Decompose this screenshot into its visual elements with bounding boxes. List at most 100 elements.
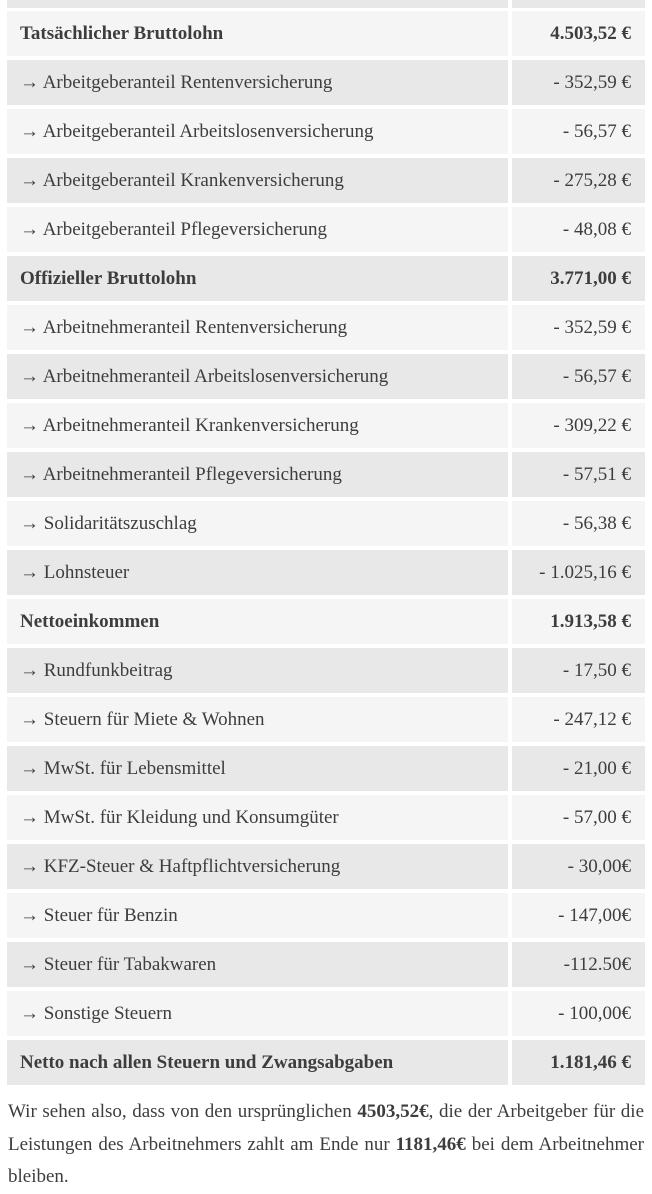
row-label-cell: → Steuer für Tabakwaren	[7, 942, 508, 987]
row-value: - 30,00€	[567, 855, 631, 877]
summary-text: bei dem Arbeitnehmer bleiben.	[8, 1133, 644, 1188]
row-value-cell: 1.181,46 €	[512, 1040, 645, 1085]
row-value-cell: - 100,00€	[512, 991, 645, 1036]
row-label: → Rundfunkbeitrag	[20, 659, 173, 681]
table-row: → Steuern für Miete & Wohnen - 247,12 €	[7, 697, 645, 742]
row-label-cell: → MwSt. für Lebensmittel	[7, 746, 508, 791]
table-row: → Arbeitgeberanteil Krankenversicherung …	[7, 158, 645, 203]
row-value-cell: -112.50€	[512, 942, 645, 987]
row-value: 3.771,00 €	[550, 267, 631, 289]
row-value: - 17,50 €	[562, 659, 631, 681]
row-label: → Solidaritätszuschlag	[20, 512, 197, 534]
row-value: 1.913,58 €	[550, 610, 631, 632]
row-value-cell: - 21,00 €	[512, 746, 645, 791]
row-label-cell: Tatsächlicher Bruttolohn	[7, 11, 508, 56]
row-value-cell: - 48,08 €	[512, 207, 645, 252]
row-value: - 48,08 €	[562, 218, 631, 240]
row-value: - 57,51 €	[562, 463, 631, 485]
row-label-cell: → Arbeitnehmeranteil Arbeitslosenversich…	[7, 354, 508, 399]
row-value-cell: - 17,50 €	[512, 648, 645, 693]
row-value: - 100,00€	[558, 1002, 631, 1024]
row-label: → Arbeitnehmeranteil Arbeitslosenversich…	[20, 365, 389, 387]
row-value-cell: - 352,59 €	[512, 305, 645, 350]
row-value: - 247,12 €	[553, 708, 631, 730]
row-label: → Steuern für Miete & Wohnen	[20, 708, 265, 730]
partial-row-value-cell	[512, 0, 645, 8]
row-value: - 57,00 €	[562, 806, 631, 828]
row-value: 1.181,46 €	[550, 1051, 631, 1073]
row-value: - 56,38 €	[562, 512, 631, 534]
row-label-cell: → Arbeitnehmeranteil Krankenversicherung	[7, 403, 508, 448]
amount-highlight: 1181,46€	[395, 1133, 466, 1155]
partial-row-label-cell	[7, 0, 508, 8]
row-label-cell: Nettoeinkommen	[7, 599, 508, 644]
row-label: → Sonstige Steuern	[20, 1002, 172, 1024]
row-value: - 147,00€	[558, 904, 631, 926]
row-label-cell: → Sonstige Steuern	[7, 991, 508, 1036]
table-row: → Arbeitgeberanteil Arbeitslosenversiche…	[7, 109, 645, 154]
summary-text: Wir sehen also, dass von den ursprünglic…	[8, 1101, 358, 1122]
row-label: → Arbeitgeberanteil Arbeitslosenversiche…	[20, 120, 374, 142]
table-row: → Sonstige Steuern - 100,00€	[7, 991, 645, 1036]
table-row: Nettoeinkommen 1.913,58 €	[7, 599, 645, 644]
row-label-cell: → Arbeitgeberanteil Arbeitslosenversiche…	[7, 109, 508, 154]
table-row: → Arbeitnehmeranteil Pflegeversicherung …	[7, 452, 645, 497]
table-row: → Rundfunkbeitrag - 17,50 €	[7, 648, 645, 693]
row-label-cell: → MwSt. für Kleidung und Konsumgüter	[7, 795, 508, 840]
table-row: → KFZ-Steuer & Haftpflichtversicherung -…	[7, 844, 645, 889]
row-label: → Arbeitnehmeranteil Pflegeversicherung	[20, 463, 342, 485]
row-label-cell: → Arbeitgeberanteil Pflegeversicherung	[7, 207, 508, 252]
row-label-cell: → Arbeitnehmeranteil Pflegeversicherung	[7, 452, 508, 497]
row-label: → KFZ-Steuer & Haftpflichtversicherung	[20, 855, 341, 877]
row-value-cell: - 1.025,16 €	[512, 550, 645, 595]
row-value-cell: - 56,38 €	[512, 501, 645, 546]
row-label-cell: Offizieller Bruttolohn	[7, 256, 508, 301]
summary-text: , die der Arbeitgeber für die Leistungen…	[8, 1101, 644, 1155]
table-row: → MwSt. für Kleidung und Konsumgüter - 5…	[7, 795, 645, 840]
row-label: → Steuer für Benzin	[20, 904, 178, 926]
row-value: - 352,59 €	[553, 316, 631, 338]
row-value-cell: - 30,00€	[512, 844, 645, 889]
table-row: Netto nach allen Steuern und Zwangsabgab…	[7, 1040, 645, 1085]
table-row: Offizieller Bruttolohn 3.771,00 €	[7, 256, 645, 301]
row-value: - 352,59 €	[553, 71, 631, 93]
row-label: Nettoeinkommen	[20, 610, 160, 632]
row-label-cell: → Rundfunkbeitrag	[7, 648, 508, 693]
row-label-cell: Netto nach allen Steuern und Zwangsabgab…	[7, 1040, 508, 1085]
table-row: → Arbeitnehmeranteil Krankenversicherung…	[7, 403, 645, 448]
partial-row-top	[7, 0, 645, 8]
row-value-cell: - 352,59 €	[512, 60, 645, 105]
row-value: - 21,00 €	[562, 757, 631, 779]
row-label: → Arbeitnehmeranteil Rentenversicherung	[20, 316, 348, 338]
row-label: Offizieller Bruttolohn	[20, 267, 197, 289]
row-label: → Lohnsteuer	[20, 561, 130, 583]
row-label-cell: → Lohnsteuer	[7, 550, 508, 595]
row-value: - 56,57 €	[562, 365, 631, 387]
row-label-cell: → Steuer für Benzin	[7, 893, 508, 938]
row-label-cell: → Solidaritätszuschlag	[7, 501, 508, 546]
row-label: → Arbeitnehmeranteil Krankenversicherung	[20, 414, 359, 436]
row-value-cell: 3.771,00 €	[512, 256, 645, 301]
row-value-cell: - 57,51 €	[512, 452, 645, 497]
row-value: - 56,57 €	[562, 120, 631, 142]
row-value: - 275,28 €	[553, 169, 631, 191]
row-value-cell: - 247,12 €	[512, 697, 645, 742]
row-value-cell: 1.913,58 €	[512, 599, 645, 644]
row-label: → MwSt. für Kleidung und Konsumgüter	[20, 806, 339, 828]
row-label-cell: → Steuern für Miete & Wohnen	[7, 697, 508, 742]
table-row: → Steuer für Benzin - 147,00€	[7, 893, 645, 938]
row-label-cell: → KFZ-Steuer & Haftpflichtversicherung	[7, 844, 508, 889]
row-label: → MwSt. für Lebensmittel	[20, 757, 226, 779]
row-value: - 309,22 €	[553, 414, 631, 436]
row-value-cell: - 275,28 €	[512, 158, 645, 203]
row-value-cell: - 56,57 €	[512, 354, 645, 399]
tax-breakdown-table: Tatsächlicher Bruttolohn 4.503,52 € → Ar…	[7, 0, 645, 1085]
table-row: → Steuer für Tabakwaren -112.50€	[7, 942, 645, 987]
table-row: → Solidaritätszuschlag - 56,38 €	[7, 501, 645, 546]
row-label: Netto nach allen Steuern und Zwangsabgab…	[20, 1051, 394, 1073]
row-value: - 1.025,16 €	[539, 561, 631, 583]
row-value-cell: - 147,00€	[512, 893, 645, 938]
amount-highlight: 4503,52€	[357, 1101, 429, 1122]
row-value-cell: 4.503,52 €	[512, 11, 645, 56]
row-label: → Arbeitgeberanteil Rentenversicherung	[20, 71, 333, 93]
